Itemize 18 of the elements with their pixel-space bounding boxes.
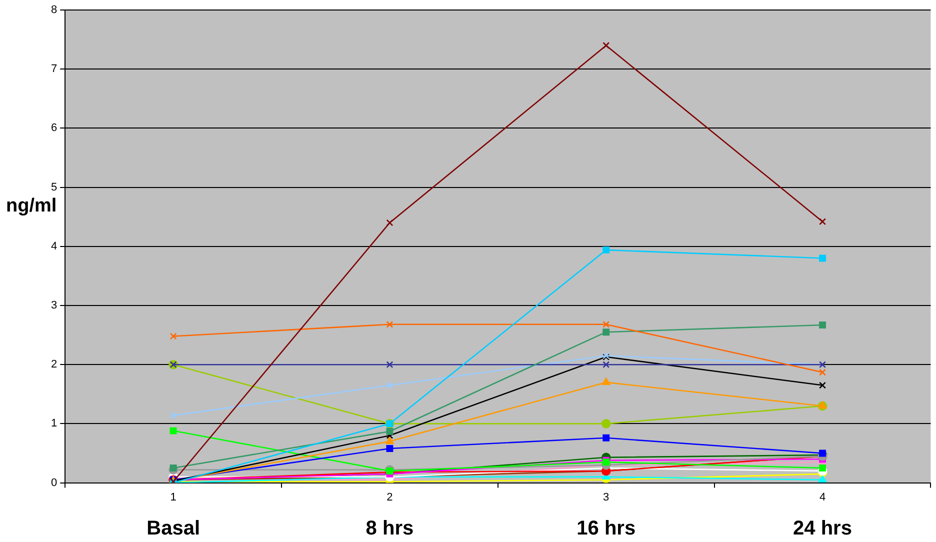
y-tick-label: 4 — [50, 240, 58, 252]
y-tick-label: 3 — [50, 300, 58, 312]
x-tick-label: 3 — [603, 491, 610, 504]
x-tick-label: 1 — [170, 491, 176, 504]
text: 16 hrs — [576, 518, 636, 540]
y-tick-label: 8 — [50, 4, 58, 16]
text: 8 hrs — [366, 518, 414, 540]
y-tick-label: 2 — [50, 358, 58, 371]
text: Basal — [146, 518, 200, 540]
y-tick-label: 1 — [50, 418, 58, 430]
y-tick-label: 5 — [50, 181, 58, 194]
x-tick-label: 2 — [386, 491, 393, 504]
y-tick-label: 0 — [50, 476, 58, 489]
text: 24 hrs — [793, 518, 852, 540]
y-tick-label: 7 — [50, 63, 58, 76]
x-tick-label: 4 — [819, 491, 826, 504]
y-axis-title: ng/ml — [6, 195, 57, 216]
y-tick-label: 6 — [50, 122, 58, 134]
